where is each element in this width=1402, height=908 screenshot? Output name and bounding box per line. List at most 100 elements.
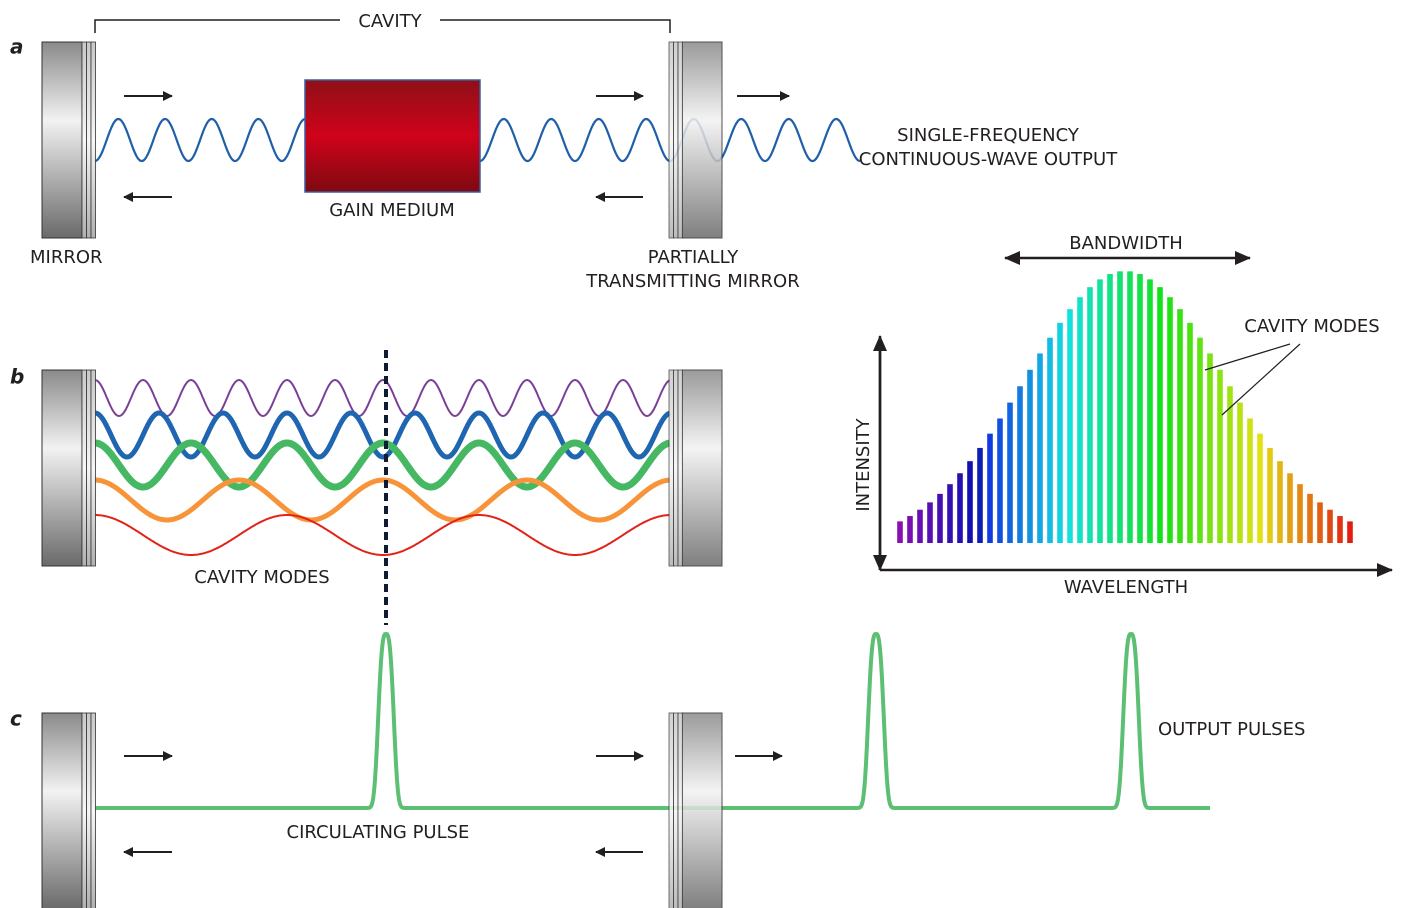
mirrors [41, 41, 723, 908]
mirror-plate [677, 712, 683, 908]
mode-bar [1207, 353, 1213, 543]
mirror-plate [86, 41, 92, 239]
mode-bar [977, 447, 983, 543]
mirror-plate [668, 712, 674, 908]
mode-bar [947, 484, 953, 543]
mode-bar [1157, 287, 1163, 543]
waves [94, 117, 1210, 810]
mirror [681, 712, 723, 908]
mode-bar [1227, 386, 1233, 543]
mode-bar [1287, 473, 1293, 543]
cavity-mode [95, 514, 670, 556]
cavity-mode [95, 439, 671, 491]
mode-bar [1107, 274, 1113, 543]
mode-bar [967, 461, 973, 543]
mirror [41, 41, 83, 239]
mirror-plate [90, 369, 96, 567]
mirror [681, 369, 723, 567]
mirror-plate [673, 712, 679, 908]
mirror-plate [81, 712, 87, 908]
panel-label: b [10, 365, 24, 389]
cavity-label: CAVITY [358, 11, 422, 32]
output-label: SINGLE-FREQUENCY [897, 125, 1080, 146]
mode-bar [1347, 521, 1353, 543]
gain-medium-label: GAIN MEDIUM [329, 200, 455, 221]
mode-bar [1327, 509, 1333, 543]
mirror-plate [668, 41, 674, 239]
mode-bar [1307, 493, 1313, 543]
panel-label: c [10, 707, 22, 731]
mode-bar [1067, 309, 1073, 543]
pulse [95, 631, 1210, 810]
mirror [41, 712, 83, 908]
cavity-modes-label: CAVITY MODES [194, 567, 329, 588]
mode-bar [987, 433, 993, 543]
mirror-plate [81, 369, 87, 567]
x-axis-label: WAVELENGTH [1064, 577, 1188, 598]
mode-bar [1117, 271, 1123, 543]
mode-bar [897, 521, 903, 543]
partial-mirror-label: PARTIALLY [648, 247, 739, 268]
mode-bar [1087, 287, 1093, 543]
mode-bar [1097, 279, 1103, 543]
output-label: CONTINUOUS-WAVE OUTPUT [859, 149, 1118, 170]
mode-bar [1077, 297, 1083, 543]
mode-bar [1127, 271, 1133, 543]
mode-bar [1037, 353, 1043, 543]
output-pulses-label: OUTPUT PULSES [1158, 719, 1305, 740]
pointer [1204, 343, 1301, 416]
mode-bar [1197, 337, 1203, 543]
mirror-plate [673, 369, 679, 567]
mode-bar [927, 502, 933, 543]
spectrum [880, 251, 1392, 570]
mirror-plate [90, 712, 96, 908]
mirror [681, 41, 723, 239]
arrows [123, 91, 790, 857]
mode-bar [1177, 309, 1183, 543]
mode-bar [997, 418, 1003, 543]
mode-bar [1297, 484, 1303, 543]
panel-label: a [10, 35, 24, 59]
mode-bar [917, 509, 923, 543]
mode-bar [1247, 418, 1253, 543]
mode-bar [1257, 433, 1263, 543]
mode-bar [1057, 322, 1063, 543]
axes [880, 340, 1392, 570]
mode-bar [1237, 402, 1243, 543]
mode-bar [1277, 461, 1283, 543]
mode-bar [1017, 386, 1023, 543]
mirror-plate [81, 41, 87, 239]
mirror-plate [86, 369, 92, 567]
mode-bar [957, 473, 963, 543]
mirror-label: MIRROR [30, 247, 103, 268]
bandwidth-label: BANDWIDTH [1069, 233, 1182, 254]
mode-bar [1337, 516, 1343, 543]
spectrum-modes-label: CAVITY MODES [1244, 316, 1379, 337]
light-wave [94, 117, 306, 163]
mirror-plate [668, 369, 674, 567]
mode-bar [1137, 274, 1143, 543]
mode-bar [1167, 297, 1173, 543]
mirror [41, 369, 83, 567]
mode-bar [1147, 279, 1153, 543]
circulating-pulse-label: CIRCULATING PULSE [287, 822, 470, 843]
cavity-bracket [94, 19, 671, 33]
mirror-plate [677, 41, 683, 239]
mode-bar [1217, 369, 1223, 543]
mirror-plate [90, 41, 96, 239]
mode-bar [907, 516, 913, 543]
mode-bar [1187, 322, 1193, 543]
mirror-plate [86, 712, 92, 908]
cavity-mode [94, 410, 671, 460]
mirror-plate [673, 41, 679, 239]
cavity-mode [95, 477, 671, 523]
mode-bar [1007, 402, 1013, 543]
mode-bar [937, 493, 943, 543]
mode-bar [1267, 447, 1273, 543]
partial-mirror-label: TRANSMITTING MIRROR [585, 271, 799, 292]
cavity-mode [94, 378, 671, 418]
mode-bar [1047, 337, 1053, 543]
mode-bar [1027, 369, 1033, 543]
mode-bar [1317, 502, 1323, 543]
